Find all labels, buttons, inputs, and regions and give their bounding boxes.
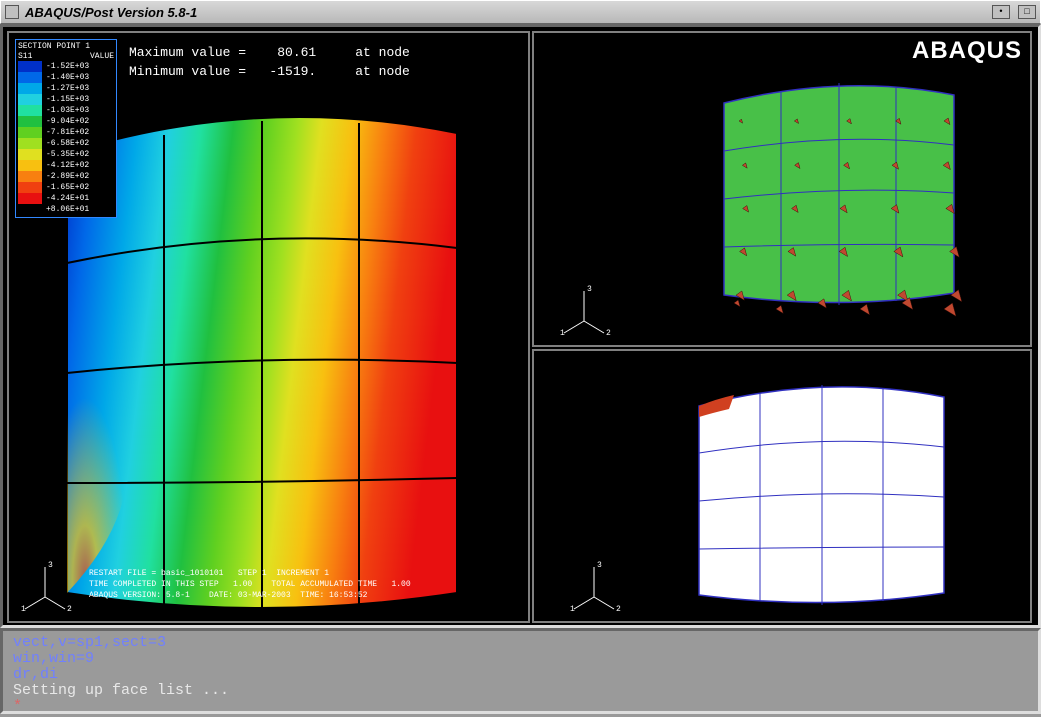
viewport-mesh[interactable]: 3 2 1	[532, 349, 1032, 623]
console-line: win,win=9	[13, 650, 94, 667]
legend-swatch	[18, 182, 42, 193]
legend-swatch	[18, 127, 42, 138]
legend-row: -4.12E+02	[18, 160, 114, 171]
legend-swatch	[18, 105, 42, 116]
viewport-contour[interactable]: SECTION POINT 1 S11 VALUE -1.52E+03 -1.40…	[7, 31, 530, 623]
legend-value: -5.35E+02	[46, 150, 89, 159]
console-line: vect,v=sp1,sect=3	[13, 634, 166, 651]
legend-row: -1.40E+03	[18, 72, 114, 83]
console-prompt: *	[13, 698, 22, 715]
legend-title: SECTION POINT 1	[18, 42, 114, 51]
legend-swatch	[18, 149, 42, 160]
legend-value: -4.12E+02	[46, 161, 89, 170]
minimize-button[interactable]: •	[992, 5, 1010, 19]
legend-value: -1.65E+02	[46, 183, 89, 192]
command-console[interactable]: vect,v=sp1,sect=3 win,win=9 dr,di Settin…	[0, 628, 1041, 714]
legend-swatch	[18, 83, 42, 94]
legend-value: -1.15E+03	[46, 95, 89, 104]
console-line: dr,di	[13, 666, 58, 683]
legend-swatch	[18, 116, 42, 127]
axis-triad-icon: 3 2 1	[554, 279, 614, 339]
legend-value: -1.40E+03	[46, 73, 89, 82]
svg-text:3: 3	[48, 561, 53, 570]
footer-info: RESTART FILE = basic_1010101 STEP 1 INCR…	[89, 568, 411, 601]
legend-row: -2.89E+02	[18, 171, 114, 182]
viewport-vectors[interactable]: ABAQUS 3 2 1	[532, 31, 1032, 347]
legend-value: +8.06E+01	[46, 205, 89, 214]
legend-value: -6.58E+02	[46, 139, 89, 148]
contour-legend: SECTION POINT 1 S11 VALUE -1.52E+03 -1.40…	[15, 39, 117, 218]
svg-text:1: 1	[560, 329, 565, 338]
axis-triad-icon: 3 2 1	[15, 555, 75, 615]
legend-value-hdr: VALUE	[90, 52, 114, 61]
svg-text:2: 2	[67, 605, 72, 614]
legend-swatch	[18, 138, 42, 149]
legend-field: S11	[18, 52, 32, 61]
axis-triad-icon: 3 2 1	[564, 555, 624, 615]
workspace: SECTION POINT 1 S11 VALUE -1.52E+03 -1.40…	[0, 24, 1041, 628]
svg-text:3: 3	[597, 561, 602, 570]
brand-logo: ABAQUS	[912, 37, 1022, 65]
system-menu-icon[interactable]	[5, 5, 19, 19]
legend-row: -7.81E+02	[18, 127, 114, 138]
legend-row: -6.58E+02	[18, 138, 114, 149]
legend-swatch	[18, 94, 42, 105]
legend-row: +8.06E+01	[18, 204, 114, 215]
svg-text:2: 2	[616, 605, 621, 614]
svg-text:2: 2	[606, 329, 611, 338]
legend-row: -1.65E+02	[18, 182, 114, 193]
legend-row: -1.15E+03	[18, 94, 114, 105]
legend-row: -1.52E+03	[18, 61, 114, 72]
svg-text:3: 3	[587, 285, 592, 294]
legend-swatch	[18, 171, 42, 182]
legend-value: -1.27E+03	[46, 84, 89, 93]
legend-row: -4.24E+01	[18, 193, 114, 204]
legend-value: -2.89E+02	[46, 172, 89, 181]
legend-swatch	[18, 72, 42, 83]
title-bar: ABAQUS/Post Version 5.8-1 • □	[0, 0, 1041, 24]
legend-row: -5.35E+02	[18, 149, 114, 160]
svg-text:1: 1	[570, 605, 575, 614]
legend-value: -9.04E+02	[46, 117, 89, 126]
legend-swatch	[18, 193, 42, 204]
window-title: ABAQUS/Post Version 5.8-1	[25, 5, 197, 20]
legend-row: -1.03E+03	[18, 105, 114, 116]
legend-value: -4.24E+01	[46, 194, 89, 203]
console-output: Setting up face list ...	[13, 682, 229, 699]
stats-block: Maximum value = 80.61 at node Minimum va…	[129, 43, 410, 81]
legend-row: -9.04E+02	[18, 116, 114, 127]
legend-value: -1.03E+03	[46, 106, 89, 115]
legend-swatch	[18, 61, 42, 72]
svg-text:1: 1	[21, 605, 26, 614]
legend-value: -1.52E+03	[46, 62, 89, 71]
legend-swatch	[18, 160, 42, 171]
legend-value: -7.81E+02	[46, 128, 89, 137]
legend-row: -1.27E+03	[18, 83, 114, 94]
maximize-button[interactable]: □	[1018, 5, 1036, 19]
